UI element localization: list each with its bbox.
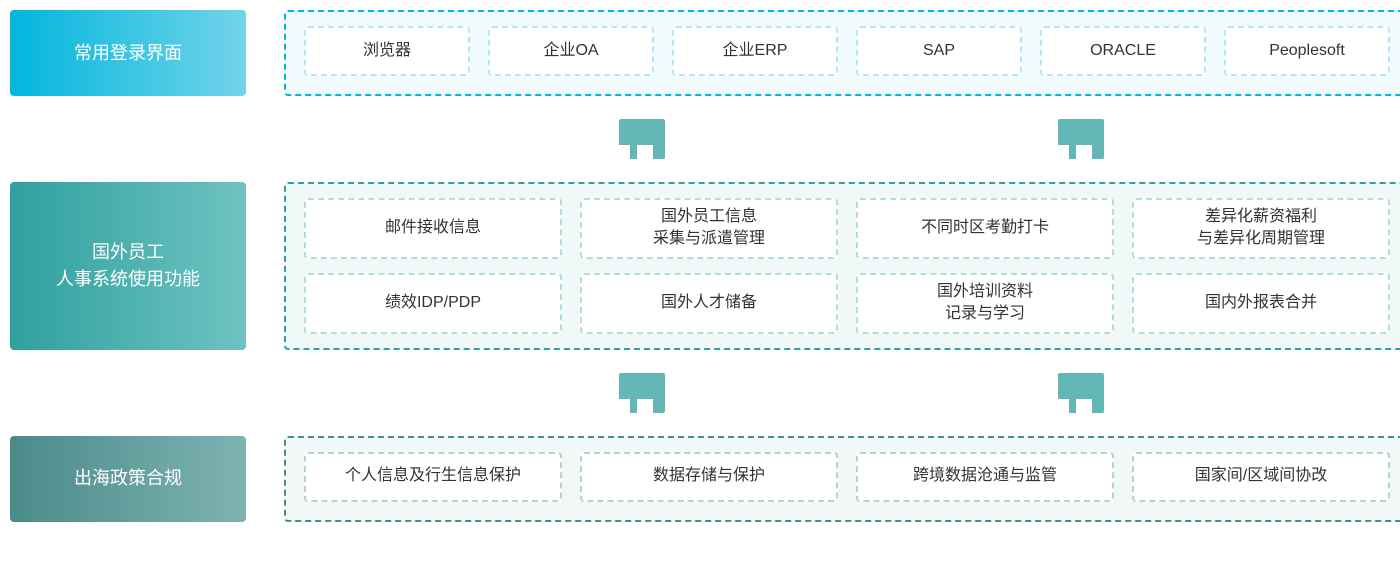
item-erp: 企业ERP xyxy=(672,26,838,76)
row2-content: 邮件接收信息 国外员工信息 采集与派遣管理 不同时区考勤打卡 差异化薪资福利 与… xyxy=(284,182,1400,350)
item-foreign-info: 国外员工信息 采集与派遣管理 xyxy=(580,198,838,259)
row1-items: 浏览器 企业OA 企业ERP SAP ORACLE Peoplesoft xyxy=(304,26,1390,76)
connector-icon xyxy=(1050,373,1096,413)
item-reports: 国内外报表合并 xyxy=(1132,273,1390,334)
item-training: 国外培训资料 记录与学习 xyxy=(856,273,1114,334)
row3-label: 出海政策合规 xyxy=(10,436,246,522)
row1-content: 浏览器 企业OA 企业ERP SAP ORACLE Peoplesoft xyxy=(284,10,1400,96)
connectors-1 xyxy=(284,96,1400,182)
connector-icon xyxy=(611,119,657,159)
item-regional-coord: 国家间/区域间协改 xyxy=(1132,452,1390,502)
item-diff-salary: 差异化薪资福利 与差异化周期管理 xyxy=(1132,198,1390,259)
item-crossborder-data: 跨境数据沧通与监管 xyxy=(856,452,1114,502)
connectors-2 xyxy=(284,350,1400,436)
row2-items-top: 邮件接收信息 国外员工信息 采集与派遣管理 不同时区考勤打卡 差异化薪资福利 与… xyxy=(304,198,1390,259)
item-idp-pdp: 绩效IDP/PDP xyxy=(304,273,562,334)
item-email: 邮件接收信息 xyxy=(304,198,562,259)
row2-items-bottom: 绩效IDP/PDP 国外人才储备 国外培训资料 记录与学习 国内外报表合并 xyxy=(304,273,1390,334)
item-data-storage: 数据存储与保护 xyxy=(580,452,838,502)
row-login-interfaces: 常用登录界面 浏览器 企业OA 企业ERP SAP ORACLE Peoples… xyxy=(10,10,1400,96)
item-oracle: ORACLE xyxy=(1040,26,1206,76)
item-browser: 浏览器 xyxy=(304,26,470,76)
item-talent-reserve: 国外人才储备 xyxy=(580,273,838,334)
item-oa: 企业OA xyxy=(488,26,654,76)
row-hr-functions: 国外员工 人事系统使用功能 邮件接收信息 国外员工信息 采集与派遣管理 不同时区… xyxy=(10,182,1400,350)
connector-icon xyxy=(1050,119,1096,159)
row-compliance: 出海政策合规 个人信息及行生信息保护 数据存储与保护 跨境数据沧通与监管 国家间… xyxy=(10,436,1400,522)
connector-icon xyxy=(611,373,657,413)
row1-label: 常用登录界面 xyxy=(10,10,246,96)
row3-items: 个人信息及行生信息保护 数据存储与保护 跨境数据沧通与监管 国家间/区域间协改 xyxy=(304,452,1390,502)
item-personal-info-protect: 个人信息及行生信息保护 xyxy=(304,452,562,502)
row2-label: 国外员工 人事系统使用功能 xyxy=(10,182,246,350)
row3-content: 个人信息及行生信息保护 数据存储与保护 跨境数据沧通与监管 国家间/区域间协改 xyxy=(284,436,1400,522)
item-timezone-attendance: 不同时区考勤打卡 xyxy=(856,198,1114,259)
item-peoplesoft: Peoplesoft xyxy=(1224,26,1390,76)
architecture-diagram: 常用登录界面 浏览器 企业OA 企业ERP SAP ORACLE Peoples… xyxy=(10,10,1400,522)
item-sap: SAP xyxy=(856,26,1022,76)
